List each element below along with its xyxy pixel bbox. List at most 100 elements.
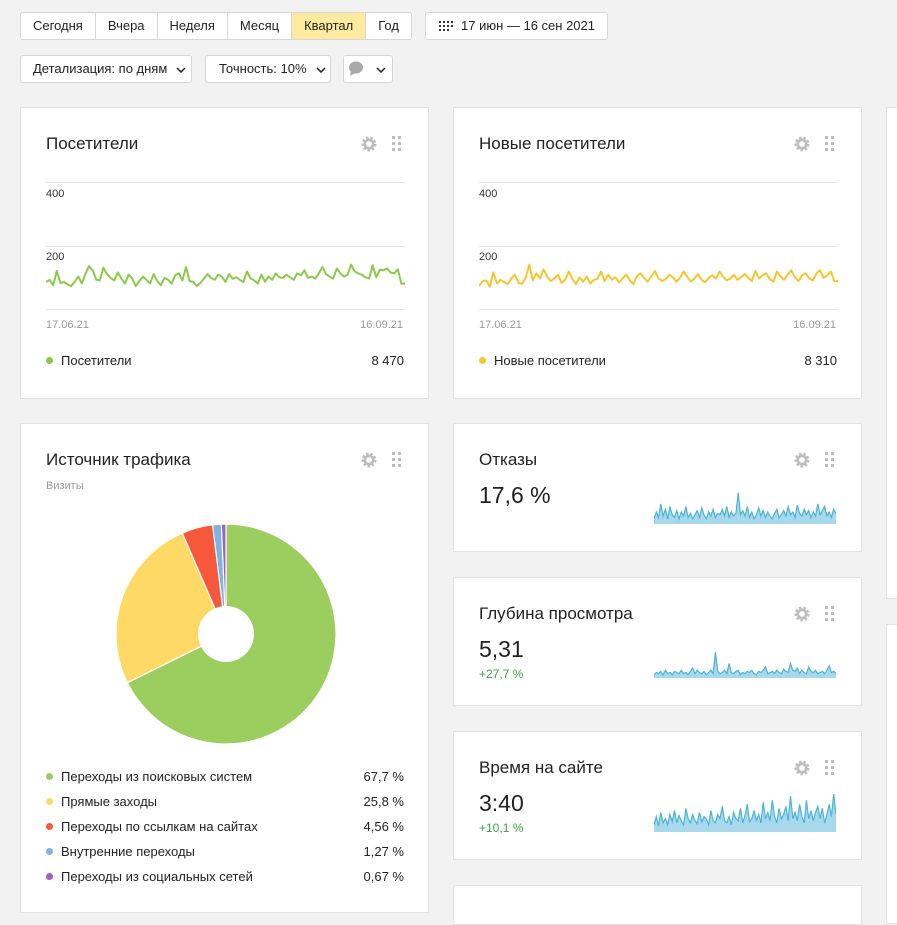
widget-subtitle: Визиты: [46, 480, 84, 492]
drag-handle-icon[interactable]: [392, 452, 402, 468]
drag-handle-icon[interactable]: [825, 760, 835, 776]
metric-value: 5,31: [479, 636, 524, 662]
comments-dropdown[interactable]: [343, 55, 393, 83]
legend-label: Переходы из социальных сетей: [61, 869, 253, 884]
legend-item[interactable]: Внутренние переходы: [46, 844, 195, 859]
series-line: [479, 263, 838, 288]
period-yesterday[interactable]: Вчера: [96, 13, 158, 39]
legend-value: 67,7 %: [363, 769, 404, 784]
date-range-button[interactable]: 17 июн — 16 сен 2021: [425, 12, 608, 40]
drag-handle-icon[interactable]: [392, 136, 402, 152]
series-line: [46, 263, 405, 288]
legend-value: 25,8 %: [363, 794, 404, 809]
widget-title: Посетители: [46, 134, 139, 153]
legend-value: 8 310: [804, 353, 837, 368]
gear-icon[interactable]: [360, 451, 378, 469]
metric-delta: +27,7 %: [479, 667, 524, 681]
traffic-source-widget: Источник трафика Визиты Переходы из поис…: [20, 423, 429, 913]
x-tick-start: 17.06.21: [479, 319, 522, 331]
legend-item[interactable]: Переходы из поисковых систем: [46, 769, 252, 784]
legend-item: Новые посетители: [479, 353, 606, 368]
legend-label: Посетители: [61, 353, 132, 368]
next-widget-partial: [453, 885, 862, 925]
period-selector: Сегодня Вчера Неделя Месяц Квартал Год: [20, 12, 412, 40]
period-month[interactable]: Месяц: [228, 13, 293, 39]
gear-icon[interactable]: [793, 605, 811, 623]
side-widget-partial: [886, 107, 897, 599]
sparkline-area: [654, 652, 836, 678]
date-range-label: 17 июн — 16 сен 2021: [461, 18, 595, 33]
period-year[interactable]: Год: [378, 18, 399, 33]
accuracy-dropdown[interactable]: Точность: 10%: [205, 55, 331, 83]
gear-icon[interactable]: [793, 135, 811, 153]
time-on-site-widget: Время на сайте 3:40 +10,1 %: [453, 731, 862, 860]
widget-title: Отказы: [479, 450, 538, 469]
legend-label: Новые посетители: [494, 353, 606, 368]
x-tick-end: 16.09.21: [360, 319, 403, 331]
legend-label: Переходы из поисковых систем: [61, 769, 253, 784]
metric-delta: +10,1 %: [479, 821, 524, 835]
legend-dot: [46, 773, 53, 781]
legend-dot: [46, 798, 53, 806]
detail-dropdown[interactable]: Детализация: по дням: [20, 55, 192, 83]
legend-label: Переходы по ссылкам на сайтах: [61, 819, 258, 834]
pie-hole: [198, 606, 254, 662]
period-week[interactable]: Неделя: [158, 13, 228, 39]
y-tick: 200: [46, 251, 65, 263]
widget-title: Источник трафика: [46, 450, 191, 469]
widget-title: Глубина просмотра: [479, 604, 633, 623]
y-tick: 400: [479, 188, 498, 200]
sparkline-line: [654, 794, 836, 828]
traffic-pie-chart: [115, 523, 337, 745]
x-tick-end: 16.09.21: [793, 319, 836, 331]
legend-item[interactable]: Прямые заходы: [46, 794, 157, 809]
legend-dot: [46, 357, 53, 365]
new-visitors-widget: Новые посетители 400 200 17.06.21 16.09.…: [453, 107, 862, 399]
legend-value: 4,56 %: [363, 819, 404, 834]
legend-dot: [46, 848, 53, 856]
drag-handle-icon[interactable]: [825, 452, 835, 468]
visitors-line-chart: [46, 263, 405, 288]
metric-value: 17,6 %: [479, 482, 551, 508]
gear-icon[interactable]: [793, 759, 811, 777]
legend-value: 8 470: [371, 353, 404, 368]
chevron-down-icon: [376, 67, 386, 73]
legend-item: Посетители: [46, 353, 132, 368]
gear-icon[interactable]: [360, 135, 378, 153]
sparkline-line: [654, 652, 836, 676]
widget-title: Время на сайте: [479, 758, 603, 777]
widget-title: Новые посетители: [479, 134, 626, 153]
legend-dot: [479, 357, 486, 365]
bounce-sparkline: [654, 492, 836, 524]
sparkline-line: [654, 492, 836, 521]
period-quarter[interactable]: Квартал: [292, 13, 367, 39]
period-today[interactable]: Сегодня: [21, 13, 96, 39]
gear-icon[interactable]: [793, 451, 811, 469]
chevron-down-icon: [176, 67, 186, 73]
chevron-down-icon: [316, 67, 326, 73]
drag-handle-icon[interactable]: [825, 606, 835, 622]
legend-dot: [46, 873, 53, 881]
legend-item[interactable]: Переходы по ссылкам на сайтах: [46, 819, 258, 834]
legend-item[interactable]: Переходы из социальных сетей: [46, 869, 253, 884]
comment-icon: [349, 61, 363, 77]
legend-dot: [46, 823, 53, 831]
detail-label: Детализация: по дням: [33, 61, 168, 76]
drag-handle-icon[interactable]: [825, 136, 835, 152]
y-tick: 400: [46, 188, 65, 200]
x-tick-start: 17.06.21: [46, 319, 89, 331]
new-visitors-line-chart: [479, 263, 838, 288]
sparkline-area: [654, 794, 836, 832]
legend-value: 0,67 %: [363, 869, 404, 884]
metric-value: 3:40: [479, 790, 524, 816]
accuracy-label: Точность: 10%: [219, 61, 307, 76]
legend-value: 1,27 %: [363, 844, 404, 859]
visitors-widget: Посетители 400 200 17.06.21 16.09.21 Пос…: [20, 107, 429, 399]
time-sparkline: [654, 794, 836, 832]
y-tick: 200: [479, 251, 498, 263]
legend-label: Внутренние переходы: [61, 844, 195, 859]
side-widget-partial-2: [886, 624, 897, 924]
depth-sparkline: [654, 652, 836, 678]
bounce-rate-widget: Отказы 17,6 %: [453, 423, 862, 552]
page-depth-widget: Глубина просмотра 5,31 +27,7 %: [453, 577, 862, 706]
